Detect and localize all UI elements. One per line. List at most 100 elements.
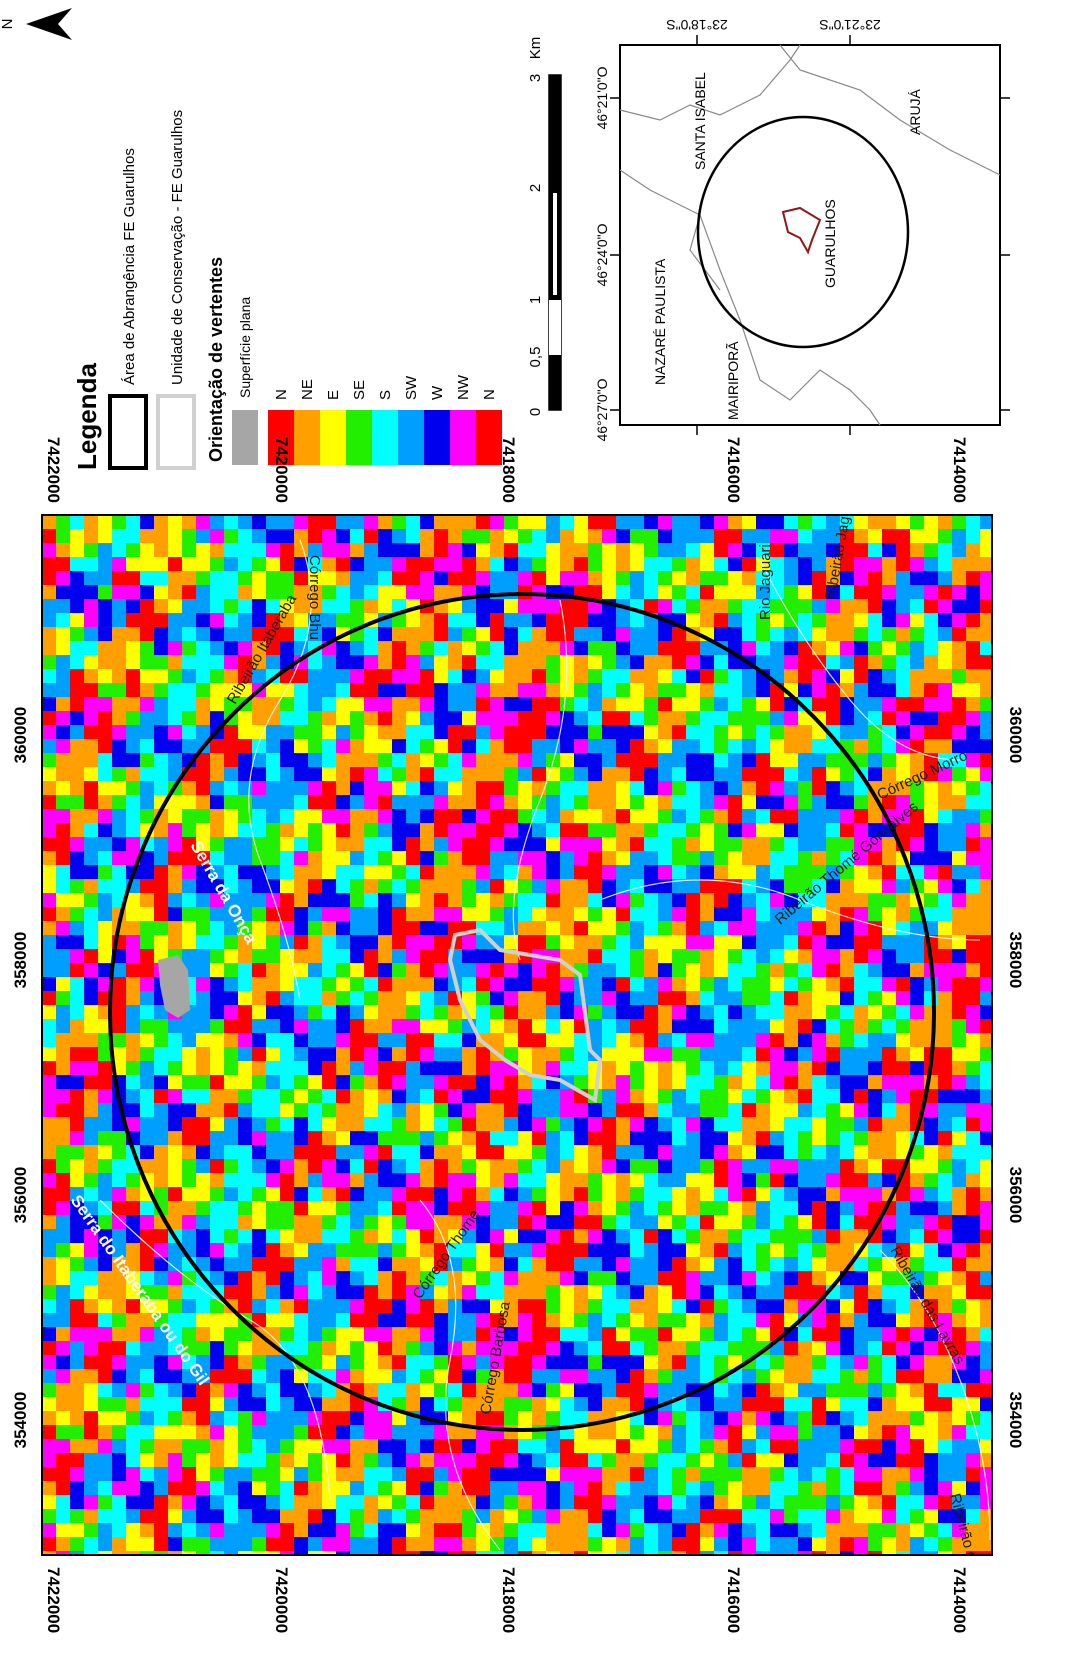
raster-cell: [280, 1229, 295, 1244]
raster-cell: [560, 1439, 575, 1454]
raster-cell: [308, 1019, 323, 1034]
raster-cell: [798, 683, 813, 698]
raster-cell: [686, 1257, 701, 1272]
raster-cell: [406, 1397, 421, 1412]
raster-cell: [42, 1005, 57, 1020]
raster-cell: [252, 1033, 267, 1048]
raster-cell: [630, 1187, 645, 1202]
raster-cell: [434, 907, 449, 922]
raster-cell: [896, 1425, 911, 1440]
raster-cell: [252, 529, 267, 544]
raster-cell: [756, 753, 771, 768]
raster-cell: [280, 1313, 295, 1328]
raster-cell: [476, 599, 491, 614]
raster-cell: [882, 1453, 897, 1468]
raster-cell: [882, 949, 897, 964]
raster-cell: [924, 669, 939, 684]
raster-cell: [210, 1019, 225, 1034]
raster-cell: [196, 1061, 211, 1076]
raster-cell: [490, 1159, 505, 1174]
raster-cell: [112, 655, 127, 670]
raster-cell: [98, 1453, 113, 1468]
raster-cell: [924, 529, 939, 544]
raster-cell: [448, 767, 463, 782]
raster-cell: [126, 1005, 141, 1020]
raster-cell: [784, 1075, 799, 1090]
raster-cell: [350, 1285, 365, 1300]
raster-cell: [238, 613, 253, 628]
raster-cell: [532, 1327, 547, 1342]
raster-cell: [518, 1425, 533, 1440]
raster-cell: [896, 1131, 911, 1146]
raster-cell: [280, 1481, 295, 1496]
raster-cell: [504, 1243, 519, 1258]
raster-cell: [56, 1047, 71, 1062]
raster-cell: [154, 1131, 169, 1146]
raster-cell: [630, 977, 645, 992]
raster-cell: [462, 1453, 477, 1468]
raster-cell: [406, 1509, 421, 1524]
raster-cell: [644, 977, 659, 992]
raster-cell: [406, 1061, 421, 1076]
raster-cell: [224, 641, 239, 656]
raster-cell: [546, 1481, 561, 1496]
raster-cell: [154, 921, 169, 936]
raster-cell: [882, 529, 897, 544]
raster-cell: [574, 739, 589, 754]
raster-cell: [448, 823, 463, 838]
raster-cell: [938, 1173, 953, 1188]
raster-cell: [616, 669, 631, 684]
raster-cell: [364, 1467, 379, 1482]
raster-cell: [210, 1453, 225, 1468]
raster-cell: [686, 1117, 701, 1132]
raster-cell: [98, 739, 113, 754]
raster-cell: [574, 1481, 589, 1496]
raster-cell: [434, 1453, 449, 1468]
raster-cell: [546, 1397, 561, 1412]
raster-cell: [574, 1523, 589, 1538]
raster-cell: [728, 1523, 743, 1538]
raster-cell: [938, 893, 953, 908]
raster-cell: [714, 1047, 729, 1062]
raster-cell: [588, 1019, 603, 1034]
aspect-label: NE: [299, 379, 316, 400]
raster-cell: [336, 823, 351, 838]
page: { "north": "N", "legend": { "title": "Le…: [0, 0, 1084, 1655]
raster-cell: [686, 949, 701, 964]
raster-cell: [770, 529, 785, 544]
raster-cell: [532, 1089, 547, 1104]
raster-cell: [840, 1411, 855, 1426]
raster-cell: [532, 893, 547, 908]
raster-cell: [868, 907, 883, 922]
raster-cell: [602, 1173, 617, 1188]
raster-cell: [196, 809, 211, 824]
raster-cell: [224, 837, 239, 852]
raster-cell: [210, 1425, 225, 1440]
raster-cell: [840, 1019, 855, 1034]
raster-cell: [644, 851, 659, 866]
raster-cell: [336, 655, 351, 670]
raster-cell: [686, 1369, 701, 1384]
raster-cell: [798, 557, 813, 572]
place-label: NAZARÉ PAULISTA: [652, 258, 668, 385]
raster-cell: [392, 893, 407, 908]
raster-cell: [770, 1551, 785, 1566]
raster-cell: [630, 1383, 645, 1398]
raster-cell: [952, 1131, 967, 1146]
raster-cell: [280, 571, 295, 586]
raster-cell: [756, 1103, 771, 1118]
raster-cell: [84, 571, 99, 586]
raster-cell: [910, 837, 925, 852]
raster-cell: [910, 935, 925, 950]
raster-cell: [742, 1187, 757, 1202]
raster-cell: [840, 893, 855, 908]
raster-cell: [602, 865, 617, 880]
raster-cell: [756, 725, 771, 740]
raster-cell: [196, 1313, 211, 1328]
raster-cell: [490, 515, 505, 530]
raster-cell: [490, 963, 505, 978]
raster-cell: [210, 1355, 225, 1370]
raster-cell: [616, 1397, 631, 1412]
raster-cell: [882, 1299, 897, 1314]
raster-cell: [308, 1299, 323, 1314]
